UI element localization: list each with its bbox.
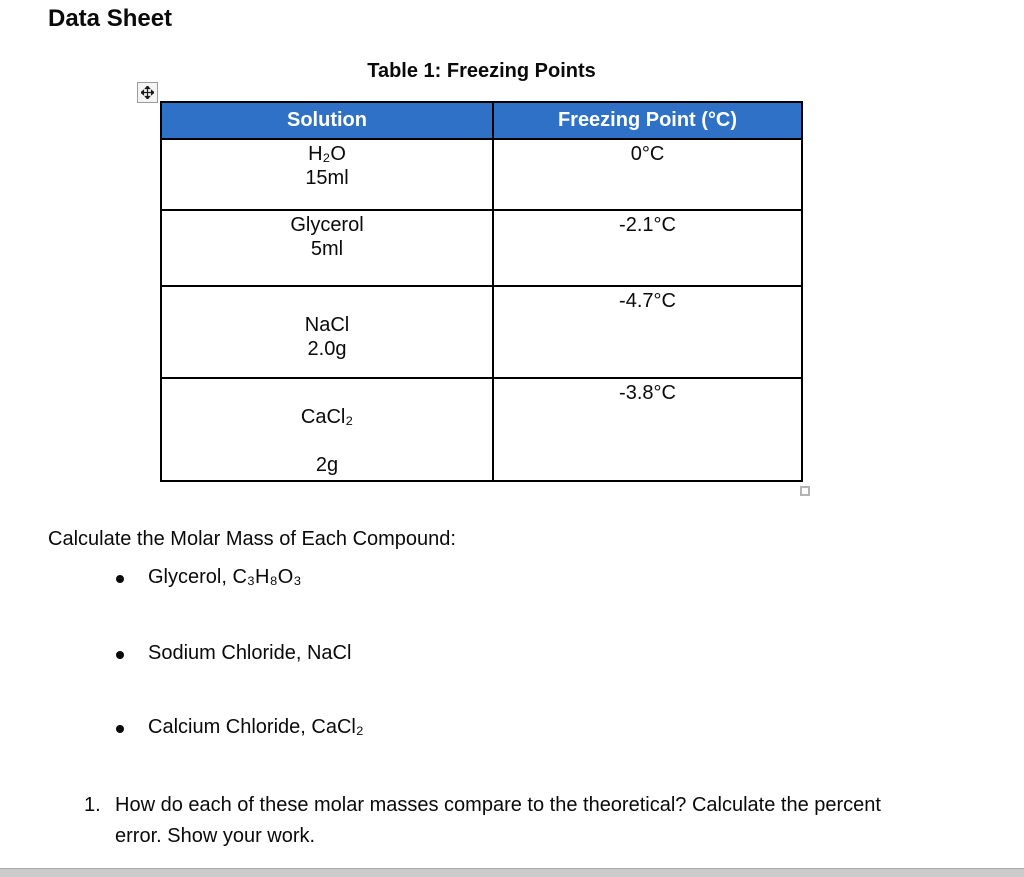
- freezing-point-cell: -2.1°C: [619, 214, 676, 236]
- move-cross-icon: [141, 86, 154, 99]
- solution-cell: H₂O 15ml: [162, 140, 494, 209]
- bullet-item-text: Sodium Chloride, NaCl: [148, 642, 352, 664]
- item-number: 1.: [84, 794, 101, 816]
- table-caption: Table 1: Freezing Points: [367, 60, 596, 82]
- page-bottom-edge: [0, 868, 1024, 877]
- table-header-row: Solution Freezing Point (°C): [162, 103, 801, 138]
- freezing-point-cell: -3.8°C: [619, 382, 676, 404]
- header-solution: Solution: [162, 103, 494, 138]
- item-text: How do each of these molar masses compar…: [115, 794, 881, 847]
- list-item: Calcium Chloride, CaCl₂: [116, 716, 364, 739]
- table-row: NaCl 2.0g -4.7°C: [162, 285, 801, 377]
- table-row: Glycerol 5ml -2.1°C: [162, 209, 801, 285]
- list-item: Sodium Chloride, NaCl: [116, 642, 351, 665]
- list-item: Glycerol, C₃H₈O₃: [116, 566, 302, 589]
- solution-cell: Glycerol 5ml: [162, 211, 494, 285]
- table-resize-handle[interactable]: [800, 486, 810, 496]
- table-row: CaCl₂ 2g -3.8°C: [162, 377, 801, 480]
- bullet-icon: [116, 650, 124, 659]
- page-title: Data Sheet: [48, 5, 173, 32]
- freezing-point-cell: 0°C: [630, 143, 665, 165]
- solution-cell: NaCl 2.0g: [162, 287, 494, 377]
- table-row: H₂O 15ml 0°C: [162, 138, 801, 209]
- bullet-icon: [116, 574, 124, 583]
- molar-mass-heading: Calculate the Molar Mass of Each Compoun…: [48, 528, 456, 550]
- header-freezing-point: Freezing Point (°C): [494, 103, 801, 138]
- bullet-item-text: Calcium Chloride, CaCl₂: [148, 716, 364, 738]
- freezing-point-cell: -4.7°C: [619, 290, 676, 312]
- freezing-points-table: Solution Freezing Point (°C) H₂O 15ml 0°…: [160, 101, 803, 482]
- table-move-handle[interactable]: [137, 82, 158, 103]
- numbered-question: 1. How do each of these molar masses com…: [84, 790, 907, 852]
- bullet-item-text: Glycerol, C₃H₈O₃: [148, 566, 302, 588]
- bullet-icon: [116, 724, 124, 733]
- solution-cell: CaCl₂ 2g: [162, 379, 494, 480]
